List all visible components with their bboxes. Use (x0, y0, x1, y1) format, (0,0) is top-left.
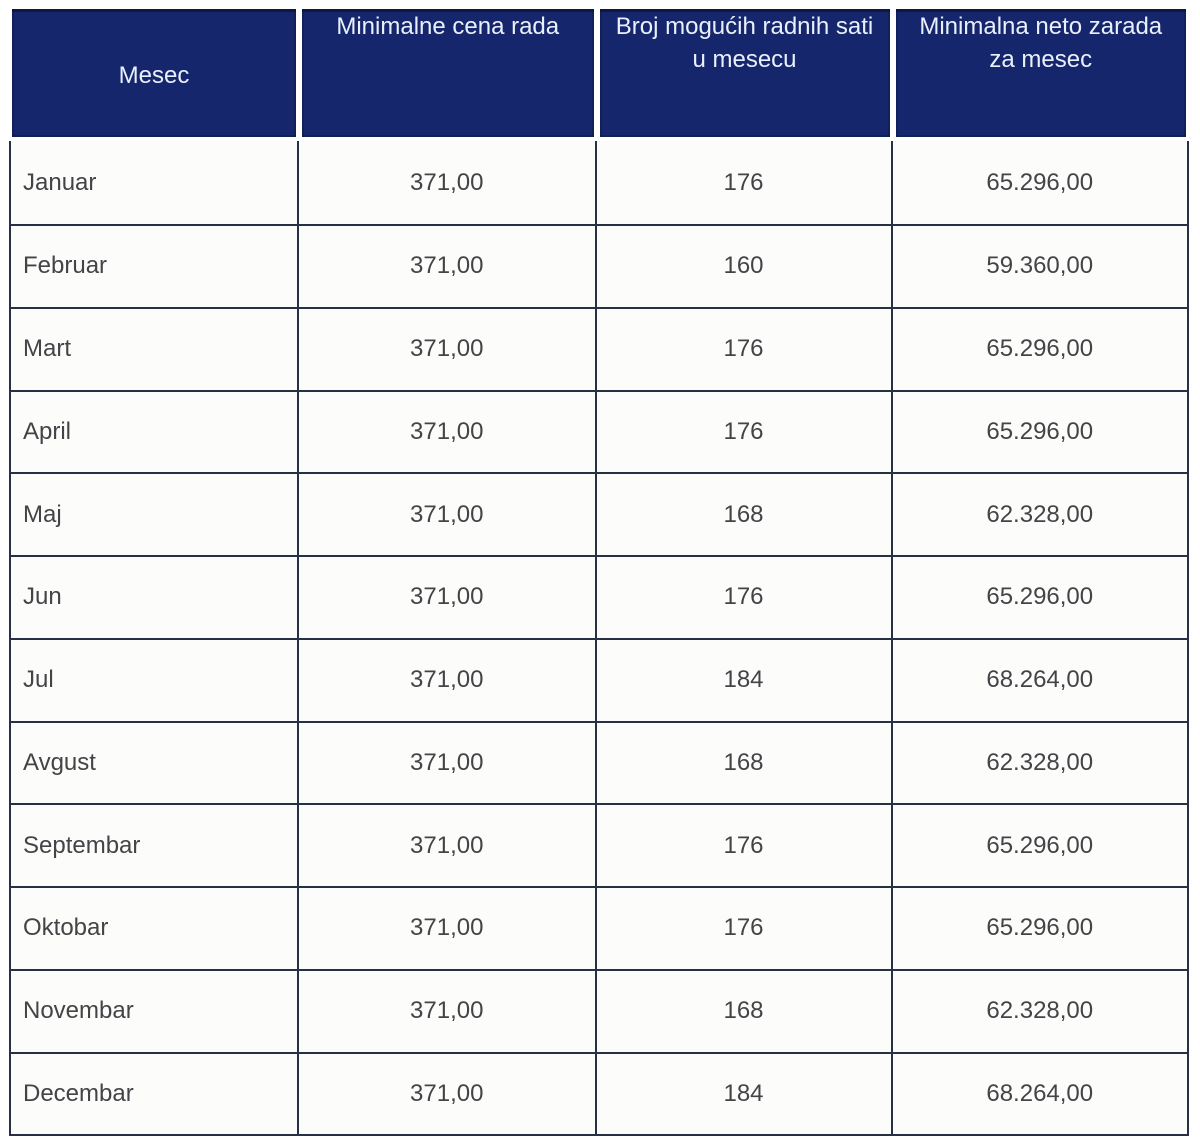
table-row: Januar 371,00 176 65.296,00 (9, 141, 1189, 226)
column-header-mesec: Mesec (9, 6, 299, 141)
cell-work-hours: 160 (596, 226, 893, 309)
cell-min-net-wage: 59.360,00 (892, 226, 1189, 309)
cell-month: Jun (9, 557, 299, 640)
cell-work-hours: 176 (596, 888, 893, 971)
column-header-label: Minimalna neto zarada za mesec (919, 13, 1163, 73)
table-row: Jun 371,00 176 65.296,00 (9, 557, 1189, 640)
cell-min-net-wage: 62.328,00 (892, 474, 1189, 557)
cell-min-price-of-labor: 371,00 (299, 391, 597, 475)
cell-work-hours: 184 (596, 1053, 893, 1137)
cell-min-net-wage: 65.296,00 (892, 308, 1189, 392)
cell-work-hours: 168 (596, 722, 893, 806)
column-header-min-net-wage: Minimalna neto zarada za mesec (892, 6, 1189, 141)
table-row: Februar 371,00 160 59.360,00 (9, 226, 1189, 309)
cell-month: Septembar (9, 805, 299, 888)
cell-work-hours: 176 (596, 557, 893, 640)
minimum-wage-table: Mesec Minimalne cena rada Broj mogućih r… (9, 6, 1189, 1137)
cell-month: Mart (9, 308, 299, 392)
cell-min-price-of-labor: 371,00 (299, 226, 597, 309)
header-row: Mesec Minimalne cena rada Broj mogućih r… (9, 6, 1189, 141)
cell-month: Avgust (9, 722, 299, 806)
column-header-label: Mesec (118, 61, 190, 89)
cell-min-net-wage: 65.296,00 (892, 805, 1189, 888)
cell-work-hours: 184 (596, 639, 893, 723)
cell-min-net-wage: 68.264,00 (892, 639, 1189, 723)
table-row: Decembar 371,00 184 68.264,00 (9, 1053, 1189, 1137)
cell-work-hours: 168 (596, 970, 893, 1054)
cell-month: Januar (9, 141, 299, 226)
cell-min-net-wage: 65.296,00 (892, 557, 1189, 640)
cell-month: April (9, 391, 299, 475)
cell-month: Oktobar (9, 888, 299, 971)
cell-month: Maj (9, 474, 299, 557)
cell-work-hours: 176 (596, 308, 893, 392)
table-row: Oktobar 371,00 176 65.296,00 (9, 888, 1189, 971)
table-row: Septembar 371,00 176 65.296,00 (9, 805, 1189, 888)
cell-min-price-of-labor: 371,00 (299, 639, 597, 723)
cell-min-net-wage: 62.328,00 (892, 722, 1189, 806)
cell-min-price-of-labor: 371,00 (299, 970, 597, 1054)
cell-min-price-of-labor: 371,00 (299, 1053, 597, 1137)
table-row: Maj 371,00 168 62.328,00 (9, 474, 1189, 557)
table-row: April 371,00 176 65.296,00 (9, 391, 1189, 475)
column-header-min-price-of-labor: Minimalne cena rada (299, 6, 597, 141)
cell-min-price-of-labor: 371,00 (299, 557, 597, 640)
table-row: Novembar 371,00 168 62.328,00 (9, 970, 1189, 1054)
cell-min-price-of-labor: 371,00 (299, 722, 597, 806)
cell-work-hours: 168 (596, 474, 893, 557)
cell-month: Decembar (9, 1053, 299, 1137)
cell-month: Februar (9, 226, 299, 309)
table-row: Jul 371,00 184 68.264,00 (9, 639, 1189, 723)
cell-month: Jul (9, 639, 299, 723)
cell-min-price-of-labor: 371,00 (299, 474, 597, 557)
cell-min-net-wage: 62.328,00 (892, 970, 1189, 1054)
column-header-work-hours: Broj mogućih radnih sati u mesecu (596, 6, 893, 141)
cell-work-hours: 176 (596, 391, 893, 475)
cell-min-price-of-labor: 371,00 (299, 141, 597, 226)
cell-min-price-of-labor: 371,00 (299, 888, 597, 971)
cell-min-price-of-labor: 371,00 (299, 308, 597, 392)
cell-min-net-wage: 65.296,00 (892, 391, 1189, 475)
cell-min-net-wage: 65.296,00 (892, 141, 1189, 226)
cell-min-net-wage: 68.264,00 (892, 1053, 1189, 1137)
cell-min-price-of-labor: 371,00 (299, 805, 597, 888)
cell-month: Novembar (9, 970, 299, 1054)
column-header-label: Minimalne cena rada (336, 13, 560, 40)
table-row: Mart 371,00 176 65.296,00 (9, 308, 1189, 392)
cell-work-hours: 176 (596, 141, 893, 226)
cell-work-hours: 176 (596, 805, 893, 888)
column-header-label: Broj mogućih radnih sati u mesecu (615, 13, 874, 73)
table-row: Avgust 371,00 168 62.328,00 (9, 722, 1189, 806)
cell-min-net-wage: 65.296,00 (892, 888, 1189, 971)
